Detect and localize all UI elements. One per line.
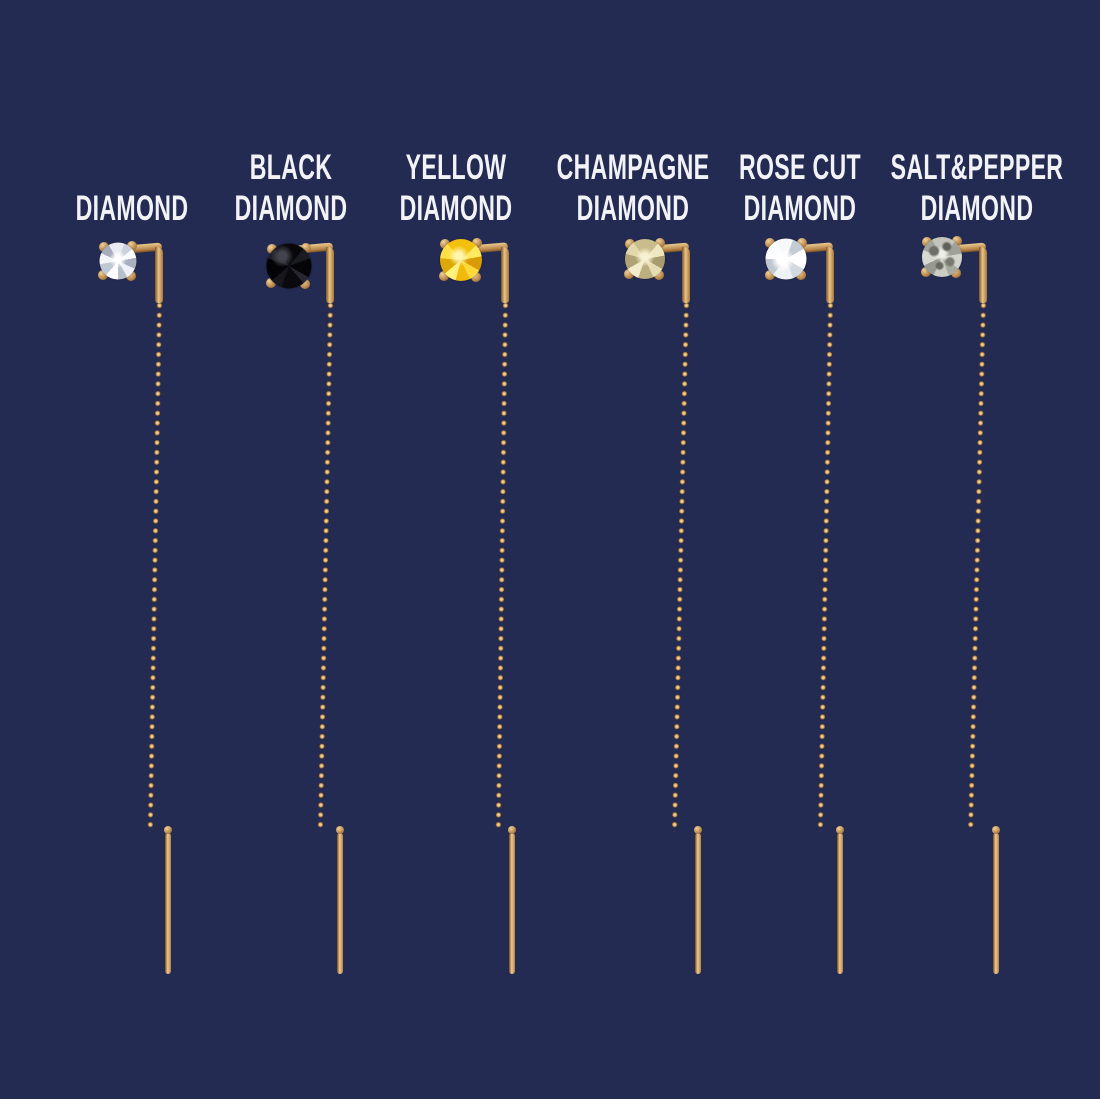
prong — [655, 238, 666, 248]
product-label-line-bottom: DIAMOND — [234, 189, 348, 228]
stud-post-pin — [979, 247, 987, 303]
product-label-line-top: BLACK — [249, 148, 333, 187]
product-label-line-bottom: DIAMOND — [920, 189, 1034, 228]
stud-post-pin — [326, 247, 334, 303]
product-label: CHAMPAGNE DIAMOND — [517, 147, 748, 229]
product-label: ROSE CUT DIAMOND — [708, 147, 893, 229]
bead-chain — [966, 300, 987, 832]
prong — [624, 238, 635, 249]
product-label: YELLOW DIAMOND — [371, 147, 542, 229]
prong — [624, 269, 634, 280]
stone-white-diamond — [99, 242, 137, 280]
product-label: SALT&PEPPER DIAMOND — [846, 147, 1100, 229]
product-label: DIAMOND — [47, 147, 218, 229]
product-label-line-top: YELLOW — [405, 148, 507, 187]
threader-bar — [836, 826, 844, 974]
product-label-line-bottom: DIAMOND — [75, 189, 189, 228]
product-label-line-top: ROSE CUT — [738, 148, 862, 187]
threader-bar — [164, 826, 172, 974]
prong — [654, 270, 665, 280]
prong — [439, 270, 450, 281]
stone-champagne-diamond — [625, 239, 665, 279]
stud-post-pin — [501, 247, 509, 303]
stud-post-pin — [682, 247, 690, 303]
prong — [301, 243, 312, 253]
threader-bar — [508, 826, 516, 974]
prong — [266, 278, 276, 289]
prong — [266, 243, 277, 254]
stone-yellow-diamond — [440, 239, 482, 281]
prong — [952, 236, 963, 246]
stone-rose-cut-diamond — [765, 238, 807, 280]
product-label: BLACK DIAMOND — [206, 147, 377, 229]
product-label-line-top: SALT&PEPPER — [890, 148, 1064, 187]
prong — [127, 241, 138, 252]
stone-black-diamond — [266, 243, 312, 289]
product-label-line-bottom: DIAMOND — [576, 189, 690, 228]
prong — [796, 237, 807, 248]
threader-bar — [336, 826, 344, 974]
prong — [126, 270, 137, 281]
prong — [764, 269, 775, 280]
prong — [471, 271, 482, 282]
prong — [98, 270, 109, 281]
threader-bar — [694, 826, 702, 974]
prong — [921, 267, 931, 278]
stud-post-pin — [155, 247, 163, 303]
prong — [795, 270, 806, 281]
prong — [921, 236, 932, 247]
threader-bar — [992, 826, 1000, 974]
prong — [951, 268, 962, 278]
stone-salt-pepper-diamond — [922, 237, 962, 277]
prong — [300, 279, 311, 289]
product-label-line-bottom: DIAMOND — [743, 189, 857, 228]
prong — [440, 239, 451, 250]
prong — [471, 238, 482, 249]
product-label-line-top: CHAMPAGNE — [556, 148, 710, 187]
prong — [765, 238, 776, 249]
stud-post-pin — [826, 247, 834, 303]
product-label-line-bottom: DIAMOND — [399, 189, 513, 228]
